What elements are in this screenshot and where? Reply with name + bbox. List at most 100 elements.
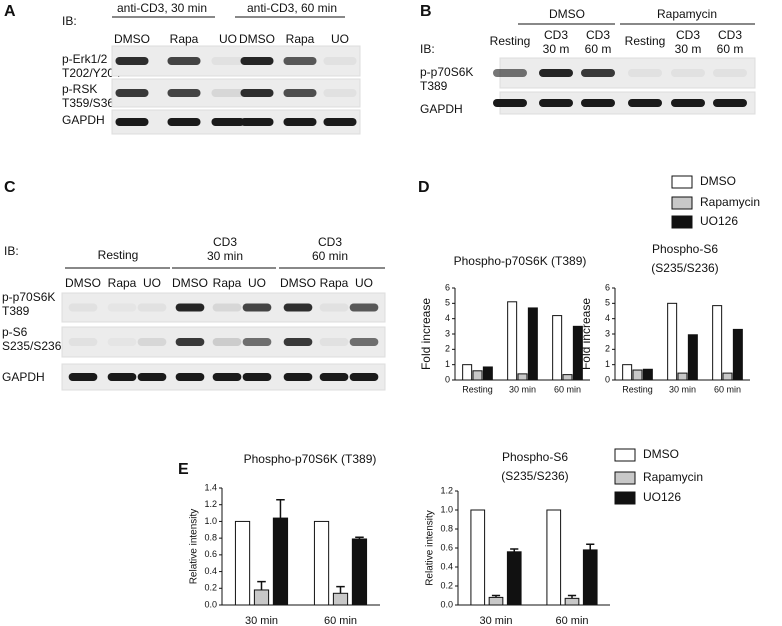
y-tick-label: 0.8	[440, 523, 453, 533]
bar	[677, 372, 688, 381]
blot-strip	[111, 45, 361, 77]
bar	[488, 596, 504, 606]
row-label: T389	[420, 79, 448, 93]
y-tick-label: 0.0	[204, 599, 217, 609]
y-tick-label: 0.2	[440, 580, 453, 590]
blot-band	[167, 118, 201, 126]
y-axis-label: Fold increase	[419, 298, 433, 370]
panel-label: C	[4, 179, 16, 196]
row-label: p-p70S6K	[2, 290, 55, 304]
blot-band	[115, 89, 149, 97]
y-tick-label: 1.0	[204, 516, 217, 526]
bar	[667, 302, 678, 381]
y-tick-label: 2	[445, 344, 450, 354]
blot-band	[671, 69, 705, 77]
blot-band	[107, 373, 137, 381]
bar	[622, 364, 633, 381]
blot-band	[115, 57, 149, 65]
y-tick-label: 0.6	[440, 542, 453, 552]
row-label: p-p70S6K	[420, 65, 473, 79]
legend-label: Rapamycin	[700, 195, 760, 209]
blot-band	[212, 303, 242, 312]
lane-label: 30 m	[675, 42, 702, 56]
lane-label: DMSO	[65, 276, 101, 290]
blot-band	[581, 69, 615, 77]
blot-band	[68, 338, 98, 346]
bar	[722, 372, 733, 381]
x-tick-label: 60 min	[555, 615, 588, 626]
blot-band	[242, 373, 272, 381]
legend-label: DMSO	[643, 447, 679, 461]
legend-swatch	[614, 471, 636, 485]
blot-band	[713, 99, 747, 107]
lane-label: Resting	[490, 34, 531, 48]
blot-band	[493, 69, 527, 77]
blot-band	[211, 118, 245, 126]
blot-band	[581, 99, 615, 107]
y-tick-label: 1.4	[204, 482, 217, 492]
lane-label: CD3	[544, 28, 568, 42]
lane-label: 60 m	[585, 42, 612, 56]
y-tick-label: 0.0	[440, 599, 453, 609]
row-label: p-RSK	[62, 82, 97, 96]
x-tick-label: Resting	[622, 384, 653, 394]
blot-band	[175, 373, 205, 381]
y-tick-label: 5	[605, 298, 610, 308]
blot-band	[283, 338, 313, 346]
blot-band	[283, 118, 317, 126]
plot-title: (S235/S236)	[501, 469, 568, 483]
blot-band	[283, 89, 317, 97]
bar	[562, 374, 573, 381]
ib-label: IB:	[4, 244, 19, 258]
blot-band	[713, 69, 747, 77]
legend-swatch	[671, 175, 693, 189]
bar	[712, 305, 723, 381]
y-tick-label: 0	[445, 374, 450, 384]
y-tick-label: 3	[605, 328, 610, 338]
blot-band	[240, 118, 274, 126]
x-tick-label: Resting	[462, 384, 493, 394]
row-label: p-Erk1/2	[62, 52, 108, 66]
lane-label: UO	[331, 32, 349, 46]
legend-swatch	[614, 491, 636, 505]
x-tick-label: 60 min	[324, 615, 357, 626]
y-tick-label: 1.2	[204, 499, 217, 509]
blot-band	[349, 338, 379, 346]
blot-band	[671, 99, 705, 107]
bar	[687, 334, 698, 381]
group-label: 30 min	[207, 249, 243, 263]
bar	[564, 597, 580, 606]
error-bar	[257, 580, 266, 590]
bar	[272, 517, 289, 606]
error-bar	[586, 543, 595, 550]
ib-label: IB:	[62, 14, 77, 28]
lane-label: Rapa	[170, 32, 199, 46]
legend-swatch	[614, 448, 636, 462]
bar	[506, 551, 522, 606]
bar	[642, 368, 653, 381]
bar	[517, 373, 528, 381]
row-label: T202/Y204	[62, 66, 121, 80]
lane-label: DMSO	[114, 32, 150, 46]
row-label: p-S6	[2, 325, 28, 339]
row-label: GAPDH	[2, 370, 45, 384]
panel-label: A	[4, 3, 16, 20]
lane-label: UO	[248, 276, 266, 290]
y-tick-label: 6	[605, 282, 610, 292]
lane-label: CD3	[718, 28, 742, 42]
blot-band	[319, 373, 349, 381]
bar	[462, 364, 473, 381]
panel-label: E	[178, 461, 189, 478]
lane-label: Rapa	[320, 276, 349, 290]
error-bar	[355, 536, 364, 539]
error-bar	[336, 585, 345, 594]
y-axis-label: Relative intensity	[425, 510, 436, 586]
blot-band	[167, 89, 201, 97]
lane-label: 60 m	[717, 42, 744, 56]
group-label: 60 min	[312, 249, 348, 263]
lane-label: DMSO	[172, 276, 208, 290]
bar	[546, 509, 562, 606]
blot-band	[323, 57, 357, 65]
y-tick-label: 6	[445, 282, 450, 292]
